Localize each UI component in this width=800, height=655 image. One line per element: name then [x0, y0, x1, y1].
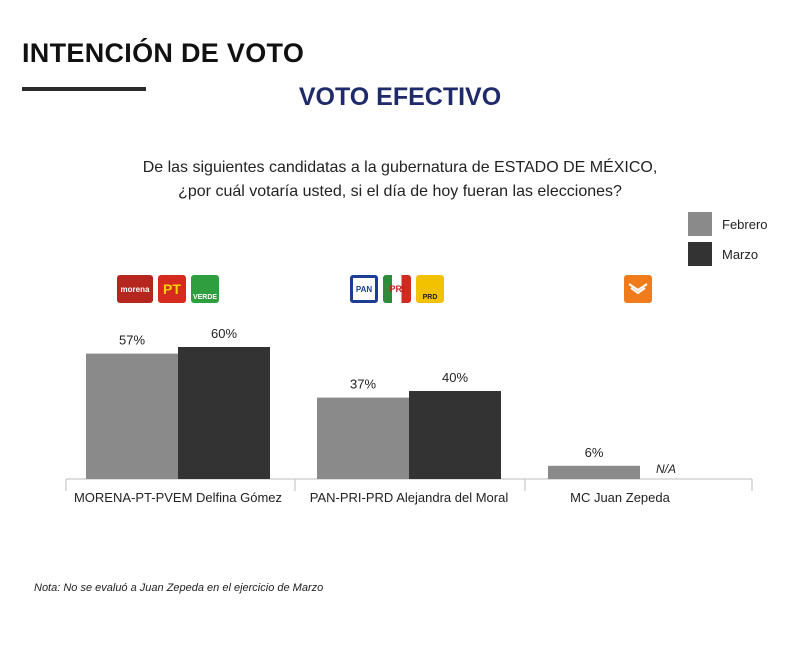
survey-question: De las siguientes candidatas a la gubern… [0, 156, 800, 204]
prd-logo: PRD [416, 275, 444, 303]
title-underline [22, 87, 146, 91]
pt-logo: PT [158, 275, 186, 303]
legend-item-febrero: Febrero [688, 212, 768, 236]
question-line-1: De las siguientes candidatas a la gubern… [142, 159, 658, 176]
chart-legend: Febrero Marzo [688, 212, 768, 272]
verde-logo: VERDE [191, 275, 219, 303]
category-label-0: MORENA-PT-PVEM Delfina Gómez [74, 490, 282, 505]
legend-item-marzo: Marzo [688, 242, 768, 266]
category-label-1: PAN-PRI-PRD Alejandra del Moral [310, 490, 509, 505]
data-label-marzo-1: 40% [442, 370, 468, 385]
mc-eagle-icon [628, 283, 648, 295]
logos-pan-pri-prd: PAN PRI PRD [350, 275, 444, 303]
logos-mc [624, 275, 652, 303]
bar-febrero-0 [86, 353, 178, 479]
pan-logo: PAN [350, 275, 378, 303]
morena-logo: morena [117, 275, 153, 303]
data-label-febrero-0: 57% [119, 333, 145, 348]
bar-febrero-2 [548, 465, 640, 479]
category-label-2: MC Juan Zepeda [570, 490, 670, 505]
bar-febrero-1 [317, 397, 409, 479]
chart-subtitle: VOTO EFECTIVO [298, 83, 502, 111]
legend-label-marzo: Marzo [722, 246, 759, 262]
mc-logo [624, 275, 652, 303]
legend-label-febrero: Febrero [722, 216, 768, 232]
question-line-2: ¿por cuál votaría usted, si el día de ho… [178, 183, 622, 200]
logos-morena-pt-pvem: morena PT VERDE [117, 275, 219, 303]
page-title: INTENCIÓN DE VOTO [22, 38, 305, 68]
data-label-febrero-2: 6% [585, 445, 604, 460]
legend-swatch-marzo [688, 242, 712, 266]
footnote: Nota: No se evaluó a Juan Zepeda en el e… [34, 582, 324, 594]
data-label-marzo-0: 60% [211, 326, 237, 341]
data-label-febrero-1: 37% [350, 377, 376, 392]
pri-logo: PRI [383, 275, 411, 303]
bar-marzo-0 [178, 347, 270, 479]
legend-swatch-febrero [688, 212, 712, 236]
data-label-marzo-2: N/A [656, 462, 676, 476]
bar-marzo-1 [409, 391, 501, 479]
